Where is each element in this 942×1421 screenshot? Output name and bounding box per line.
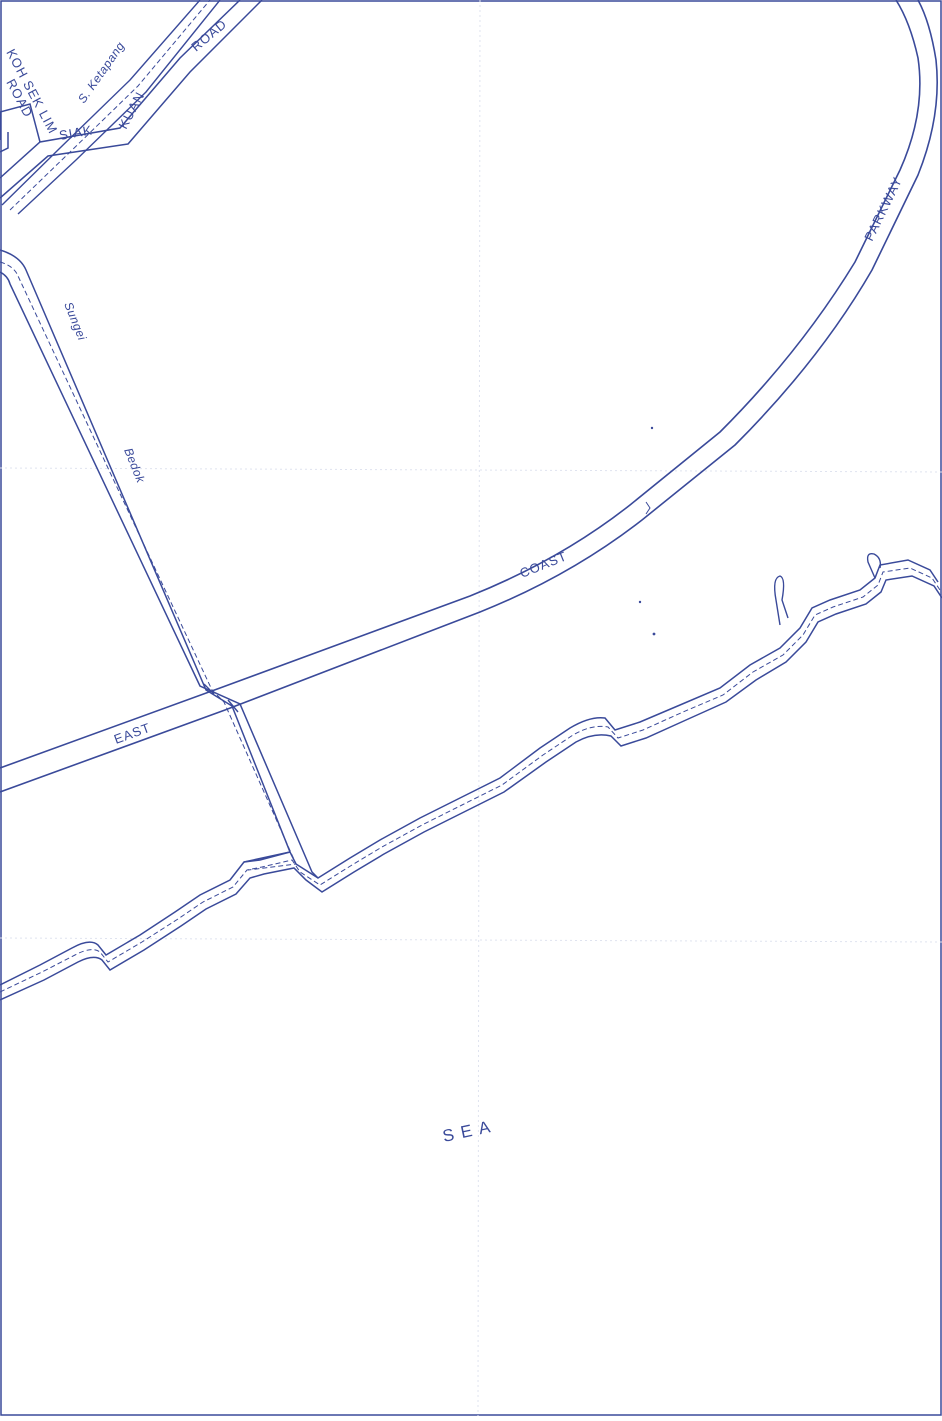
parkway-edge-south bbox=[0, 0, 921, 769]
label-siak: SIAK bbox=[58, 122, 94, 143]
coastline bbox=[0, 552, 942, 1001]
label-east: EAST bbox=[112, 720, 153, 747]
upper-left-roads bbox=[0, 0, 263, 199]
koh-sek-lim-road-stub bbox=[0, 132, 9, 153]
east-coast-parkway bbox=[0, 0, 938, 793]
bedok-centerline bbox=[0, 261, 297, 871]
sungei-bedok bbox=[0, 249, 319, 879]
label-sea: SEA bbox=[441, 1116, 499, 1146]
ketapang-bank-2 bbox=[17, 0, 221, 215]
speck bbox=[650, 426, 654, 430]
grid-line-vertical bbox=[477, 0, 481, 1417]
siak-kuan-road-edge-south bbox=[0, 0, 241, 179]
speck bbox=[652, 632, 656, 636]
label-coast: COAST bbox=[518, 548, 570, 581]
map-labels: KOH SEK LIM ROAD S. Ketapang SIAK KUAN R… bbox=[3, 16, 905, 1146]
map-specks bbox=[638, 426, 656, 636]
bedok-bank-east bbox=[0, 271, 319, 879]
bedok-bank-west bbox=[0, 249, 292, 863]
siak-kuan-road-edge-north bbox=[0, 0, 263, 199]
parkway-edge-north bbox=[0, 0, 938, 793]
speck bbox=[638, 600, 642, 604]
ketapang-centerline bbox=[9, 0, 211, 211]
koh-sek-lim-road bbox=[0, 103, 41, 143]
shoreline-dashed bbox=[0, 567, 941, 993]
inlet-west bbox=[773, 575, 789, 626]
grid-line-horizontal-1 bbox=[0, 467, 942, 473]
shoreline-outer bbox=[0, 575, 942, 1001]
grid-line-horizontal-2 bbox=[0, 937, 942, 943]
bridge-marks bbox=[203, 683, 239, 713]
inlet-east bbox=[866, 552, 882, 579]
label-s-ketapang: S. Ketapang bbox=[75, 39, 128, 106]
label-road-top: ROAD bbox=[188, 16, 229, 54]
ketapang-bank-1 bbox=[1, 0, 201, 206]
speck bbox=[645, 501, 651, 515]
label-kuan: KUAN bbox=[115, 89, 147, 131]
label-parkway: PARKWAY bbox=[861, 174, 905, 243]
label-bedok: Bedok bbox=[121, 446, 148, 486]
shoreline-inner bbox=[0, 559, 939, 986]
label-sungei: Sungei bbox=[61, 300, 89, 343]
sungei-ketapang bbox=[1, 0, 221, 215]
